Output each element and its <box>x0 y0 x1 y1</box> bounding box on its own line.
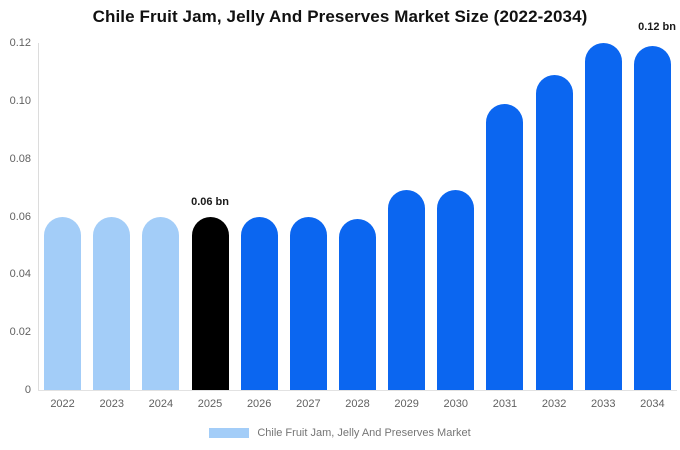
bar-2024[interactable] <box>142 216 180 390</box>
x-axis-label-2030: 2030 <box>443 398 469 410</box>
x-axis-label-2023: 2023 <box>99 398 124 410</box>
bar-2022[interactable] <box>44 216 82 390</box>
bar-2027[interactable] <box>289 216 327 390</box>
x-axis-label-2033: 2033 <box>591 398 616 410</box>
bar-2029[interactable] <box>388 190 426 390</box>
x-axis-baseline <box>38 390 677 391</box>
bar-2023[interactable] <box>93 216 131 390</box>
peak-value-annotation: 0.12 bn <box>638 21 676 33</box>
bar-2031[interactable] <box>486 103 524 390</box>
x-axis-label-2027: 2027 <box>296 398 321 410</box>
x-axis-label-2029: 2029 <box>394 398 419 410</box>
bar-2026[interactable] <box>240 216 278 390</box>
y-axis-tick-label: 0.08 <box>9 152 31 165</box>
bar-value-annotation: 0.06 bn <box>191 195 229 208</box>
y-axis-tick-label: 0.06 <box>9 210 31 223</box>
x-axis-label-2034: 2034 <box>640 398 665 410</box>
y-axis-tick-label: 0.10 <box>9 94 31 107</box>
bar-2033[interactable] <box>584 43 622 390</box>
x-axis-label-2031: 2031 <box>492 398 518 410</box>
x-axis-label-2028: 2028 <box>345 398 370 410</box>
x-axis-label-2032: 2032 <box>541 398 567 410</box>
y-axis-tick-label: 0 <box>24 384 31 396</box>
legend[interactable]: Chile Fruit Jam, Jelly And Preserves Mar… <box>0 427 680 439</box>
x-axis-label-2026: 2026 <box>246 398 272 410</box>
legend-label: Chile Fruit Jam, Jelly And Preserves Mar… <box>257 427 471 439</box>
y-axis-line <box>38 43 39 390</box>
y-axis-tick-label: 0.02 <box>9 326 31 339</box>
x-axis-label-2025: 2025 <box>197 398 223 410</box>
chart-title: Chile Fruit Jam, Jelly And Preserves Mar… <box>92 7 588 26</box>
bar-2030[interactable] <box>437 190 475 390</box>
y-axis-tick-label: 0.12 <box>9 37 31 49</box>
x-axis-label-2024: 2024 <box>148 398 174 410</box>
x-axis-label-2022: 2022 <box>50 398 75 410</box>
legend-swatch <box>209 428 250 438</box>
bar-2028[interactable] <box>339 219 376 390</box>
y-axis-tick-label: 0.04 <box>9 268 31 281</box>
bar-2032[interactable] <box>535 74 573 390</box>
bar-2025[interactable] <box>191 216 229 390</box>
bar-2034[interactable] <box>633 45 671 390</box>
